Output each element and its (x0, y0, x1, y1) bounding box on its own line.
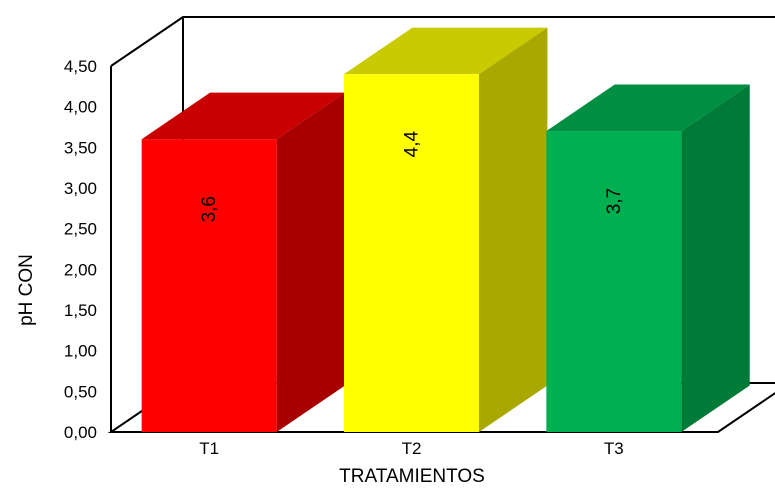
bar-T2: 4,4 (344, 27, 548, 432)
bar-side (681, 84, 750, 433)
y-tick-label: 0,50 (64, 382, 97, 401)
bar-side (479, 27, 548, 432)
data-label: 4,4 (402, 130, 423, 157)
bar-front (141, 139, 277, 432)
y-tick-label: 3,00 (64, 179, 97, 198)
x-axis-ticks: T1 T2 T3 (199, 439, 624, 458)
bar-top (344, 27, 548, 75)
y-tick-label: 4,50 (64, 57, 97, 76)
y-tick-label: 2,00 (64, 260, 97, 279)
data-label: 3,6 (199, 196, 220, 222)
x-tick-label: T2 (402, 439, 422, 458)
y-tick-label: 0,00 (64, 423, 97, 442)
data-label: 3,7 (604, 188, 625, 214)
bar-front (344, 74, 479, 432)
bar-front (546, 131, 682, 433)
x-tick-label: T3 (604, 439, 624, 458)
x-axis-title: TRATAMIENTOS (339, 466, 485, 487)
y-tick-label: 2,50 (64, 220, 97, 239)
y-axis-ticks: 0,00 0,50 1,00 1,50 2,00 2,50 3,00 3,50 4,00 4,50 (64, 57, 97, 442)
y-tick-label: 4,00 (64, 98, 97, 117)
bar-T1: 3,6 (141, 92, 346, 433)
y-tick-label: 1,50 (64, 301, 97, 320)
x-tick-label: T1 (199, 439, 219, 458)
bar-side (276, 92, 346, 433)
bar-T3: 3,7 (546, 84, 750, 433)
y-axis-title: pH CON (16, 254, 37, 326)
bar-top (141, 92, 346, 140)
y-tick-label: 1,00 (64, 342, 97, 361)
y-tick-label: 3,50 (64, 138, 97, 157)
bars-group: 3,6 4,4 3,7 (141, 27, 750, 433)
bar-top (546, 84, 750, 132)
